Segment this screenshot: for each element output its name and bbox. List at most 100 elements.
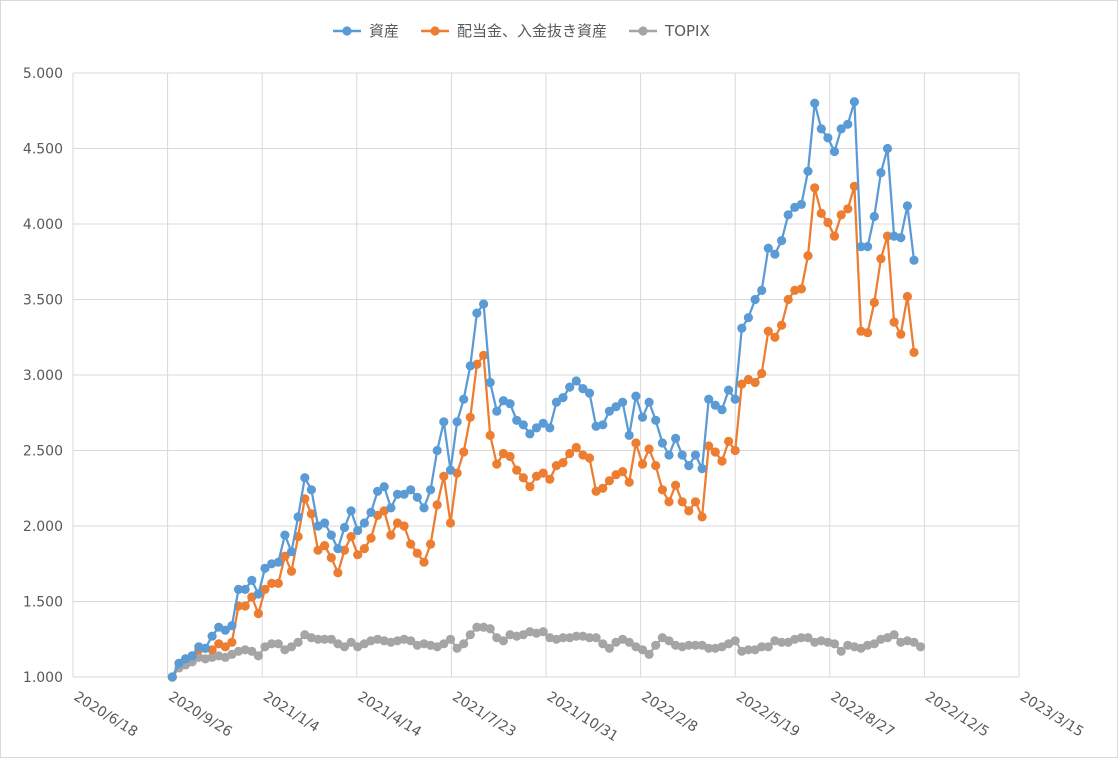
data-point xyxy=(558,633,568,643)
data-point xyxy=(651,640,661,650)
gridlines xyxy=(72,72,1020,678)
data-point xyxy=(452,643,462,653)
data-point xyxy=(220,625,230,635)
data-point xyxy=(737,323,747,333)
data-point xyxy=(584,633,595,643)
data-point xyxy=(598,639,608,649)
data-point xyxy=(300,473,310,483)
data-point xyxy=(823,133,833,143)
data-point xyxy=(432,500,442,510)
data-point xyxy=(677,497,687,507)
data-point xyxy=(419,557,429,567)
legend-item: TOPIX xyxy=(629,22,710,40)
data-point xyxy=(591,633,601,643)
data-point xyxy=(565,382,575,392)
data-point xyxy=(710,400,720,410)
x-tick-label: 2023/3/15 xyxy=(1017,689,1086,741)
data-point xyxy=(777,320,787,330)
data-point xyxy=(472,308,482,318)
data-point xyxy=(697,464,707,474)
data-point xyxy=(730,445,740,456)
data-point xyxy=(750,377,760,388)
data-point xyxy=(445,465,456,475)
data-point xyxy=(273,578,283,589)
data-point xyxy=(459,394,469,404)
data-point xyxy=(796,199,807,209)
data-point xyxy=(253,609,263,619)
data-point xyxy=(664,636,674,646)
data-point xyxy=(538,418,548,428)
x-tick-label: 2022/8/27 xyxy=(828,689,897,741)
data-point xyxy=(260,584,270,595)
data-point xyxy=(829,231,840,241)
data-point xyxy=(426,485,436,495)
data-point xyxy=(578,384,588,394)
data-point xyxy=(717,456,727,466)
data-point xyxy=(558,458,568,468)
data-point xyxy=(757,285,767,295)
data-point xyxy=(803,633,813,643)
data-point xyxy=(306,485,316,495)
data-point xyxy=(777,637,787,647)
data-point xyxy=(207,631,217,641)
data-point xyxy=(856,242,866,252)
data-point xyxy=(631,391,641,401)
data-point xyxy=(664,450,674,460)
data-point xyxy=(267,639,277,649)
data-point xyxy=(836,210,846,220)
data-point xyxy=(432,445,442,456)
legend-label: TOPIX xyxy=(664,22,710,40)
data-point xyxy=(843,204,853,214)
data-point xyxy=(604,476,615,486)
data-point xyxy=(472,622,482,632)
data-point xyxy=(690,497,701,507)
data-point xyxy=(565,448,575,459)
data-point xyxy=(671,480,681,490)
data-point xyxy=(869,639,879,649)
series-配当金、入金抜き資産 xyxy=(167,181,919,682)
data-point xyxy=(882,143,893,154)
data-point xyxy=(346,637,356,647)
data-point xyxy=(783,210,793,220)
data-point xyxy=(505,399,515,409)
data-point xyxy=(836,124,846,134)
data-point xyxy=(359,544,369,554)
data-point xyxy=(829,639,840,649)
data-point xyxy=(426,539,436,549)
series-layer xyxy=(167,97,926,682)
data-point xyxy=(326,553,336,563)
data-point xyxy=(406,636,416,646)
data-point xyxy=(459,447,469,457)
data-point xyxy=(253,651,263,661)
data-point xyxy=(704,441,714,451)
data-point xyxy=(320,634,330,644)
data-point xyxy=(220,642,230,652)
data-point xyxy=(412,492,422,502)
data-point xyxy=(644,397,654,407)
x-tick-label: 2020/9/26 xyxy=(165,689,234,741)
data-point xyxy=(286,547,297,557)
data-point xyxy=(260,563,270,573)
data-point xyxy=(750,294,760,305)
data-point xyxy=(637,412,648,422)
y-tick-label: 3.000 xyxy=(23,368,63,384)
data-point xyxy=(253,589,263,599)
data-point xyxy=(836,646,846,656)
data-point xyxy=(810,98,820,108)
data-point xyxy=(657,485,668,495)
data-point xyxy=(684,461,694,471)
data-point xyxy=(233,584,244,595)
x-tick-label: 2021/4/14 xyxy=(355,689,424,741)
data-point xyxy=(644,444,654,454)
data-point xyxy=(796,633,807,643)
legend: 資産 配当金、入金抜き資産 TOPIX xyxy=(333,22,710,40)
data-point xyxy=(902,291,913,302)
data-point xyxy=(240,601,250,611)
data-point xyxy=(538,627,548,637)
y-tick-label: 4.500 xyxy=(23,142,63,158)
data-point xyxy=(551,397,562,407)
data-point xyxy=(445,518,456,528)
data-point xyxy=(598,420,608,430)
